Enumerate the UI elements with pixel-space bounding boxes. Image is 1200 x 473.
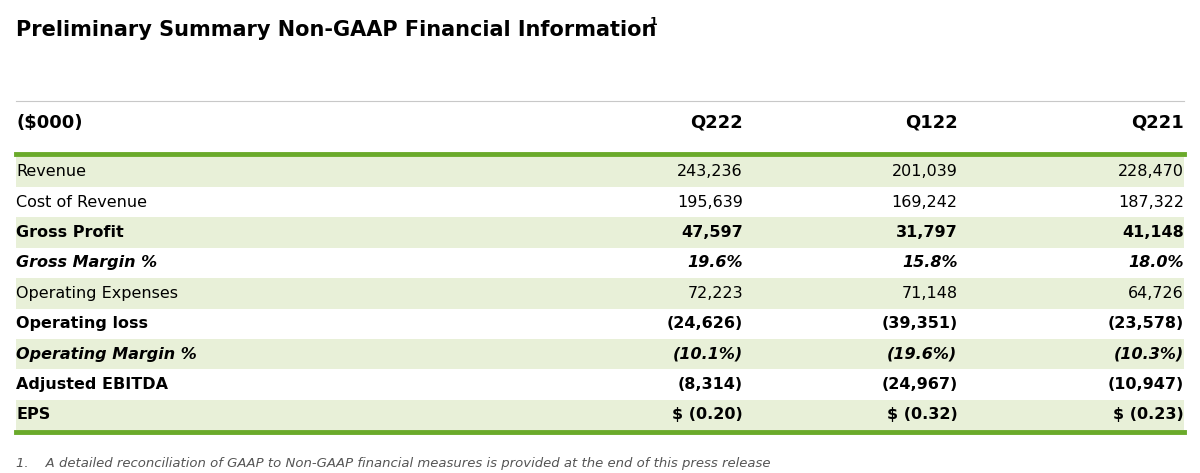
Text: (10.3%): (10.3%)	[1114, 347, 1184, 362]
Text: 187,322: 187,322	[1118, 195, 1184, 210]
Text: $ (0.20): $ (0.20)	[672, 407, 743, 422]
Text: Preliminary Summary Non-GAAP Financial Information: Preliminary Summary Non-GAAP Financial I…	[16, 20, 656, 40]
Text: (10,947): (10,947)	[1108, 377, 1184, 392]
Text: (24,626): (24,626)	[667, 316, 743, 331]
Text: Operating Expenses: Operating Expenses	[16, 286, 178, 301]
Text: Revenue: Revenue	[16, 164, 86, 179]
Text: Q221: Q221	[1132, 114, 1184, 131]
Bar	[16, 157, 1184, 187]
Text: 169,242: 169,242	[892, 195, 958, 210]
Text: 31,797: 31,797	[895, 225, 958, 240]
Text: 201,039: 201,039	[892, 164, 958, 179]
Text: (24,967): (24,967)	[881, 377, 958, 392]
Text: EPS: EPS	[16, 407, 50, 422]
Text: Gross Profit: Gross Profit	[16, 225, 124, 240]
Text: 19.6%: 19.6%	[688, 255, 743, 271]
Text: Cost of Revenue: Cost of Revenue	[16, 195, 148, 210]
Text: Operating loss: Operating loss	[16, 316, 148, 331]
Text: 64,726: 64,726	[1128, 286, 1184, 301]
Text: $ (0.32): $ (0.32)	[887, 407, 958, 422]
Text: 71,148: 71,148	[901, 286, 958, 301]
Text: 195,639: 195,639	[677, 195, 743, 210]
Text: 1.    A detailed reconciliation of GAAP to Non-GAAP financial measures is provid: 1. A detailed reconciliation of GAAP to …	[16, 457, 770, 470]
Bar	[16, 278, 1184, 308]
Text: (10.1%): (10.1%)	[673, 347, 743, 362]
Text: 72,223: 72,223	[688, 286, 743, 301]
Bar	[16, 400, 1184, 430]
Text: 1: 1	[650, 17, 658, 26]
Text: ($000): ($000)	[16, 114, 83, 131]
Text: (23,578): (23,578)	[1108, 316, 1184, 331]
Text: Gross Margin %: Gross Margin %	[16, 255, 157, 271]
Text: Q222: Q222	[690, 114, 743, 131]
Bar	[16, 339, 1184, 369]
Text: Adjusted EBITDA: Adjusted EBITDA	[16, 377, 168, 392]
Text: 47,597: 47,597	[682, 225, 743, 240]
Text: $ (0.23): $ (0.23)	[1114, 407, 1184, 422]
Text: 41,148: 41,148	[1122, 225, 1184, 240]
Text: 228,470: 228,470	[1118, 164, 1184, 179]
Text: (19.6%): (19.6%)	[887, 347, 958, 362]
Text: 18.0%: 18.0%	[1128, 255, 1184, 271]
Text: (8,314): (8,314)	[678, 377, 743, 392]
Text: Q122: Q122	[905, 114, 958, 131]
Bar	[16, 218, 1184, 248]
Text: (39,351): (39,351)	[881, 316, 958, 331]
Text: 243,236: 243,236	[677, 164, 743, 179]
Text: Operating Margin %: Operating Margin %	[16, 347, 197, 362]
Text: 15.8%: 15.8%	[902, 255, 958, 271]
